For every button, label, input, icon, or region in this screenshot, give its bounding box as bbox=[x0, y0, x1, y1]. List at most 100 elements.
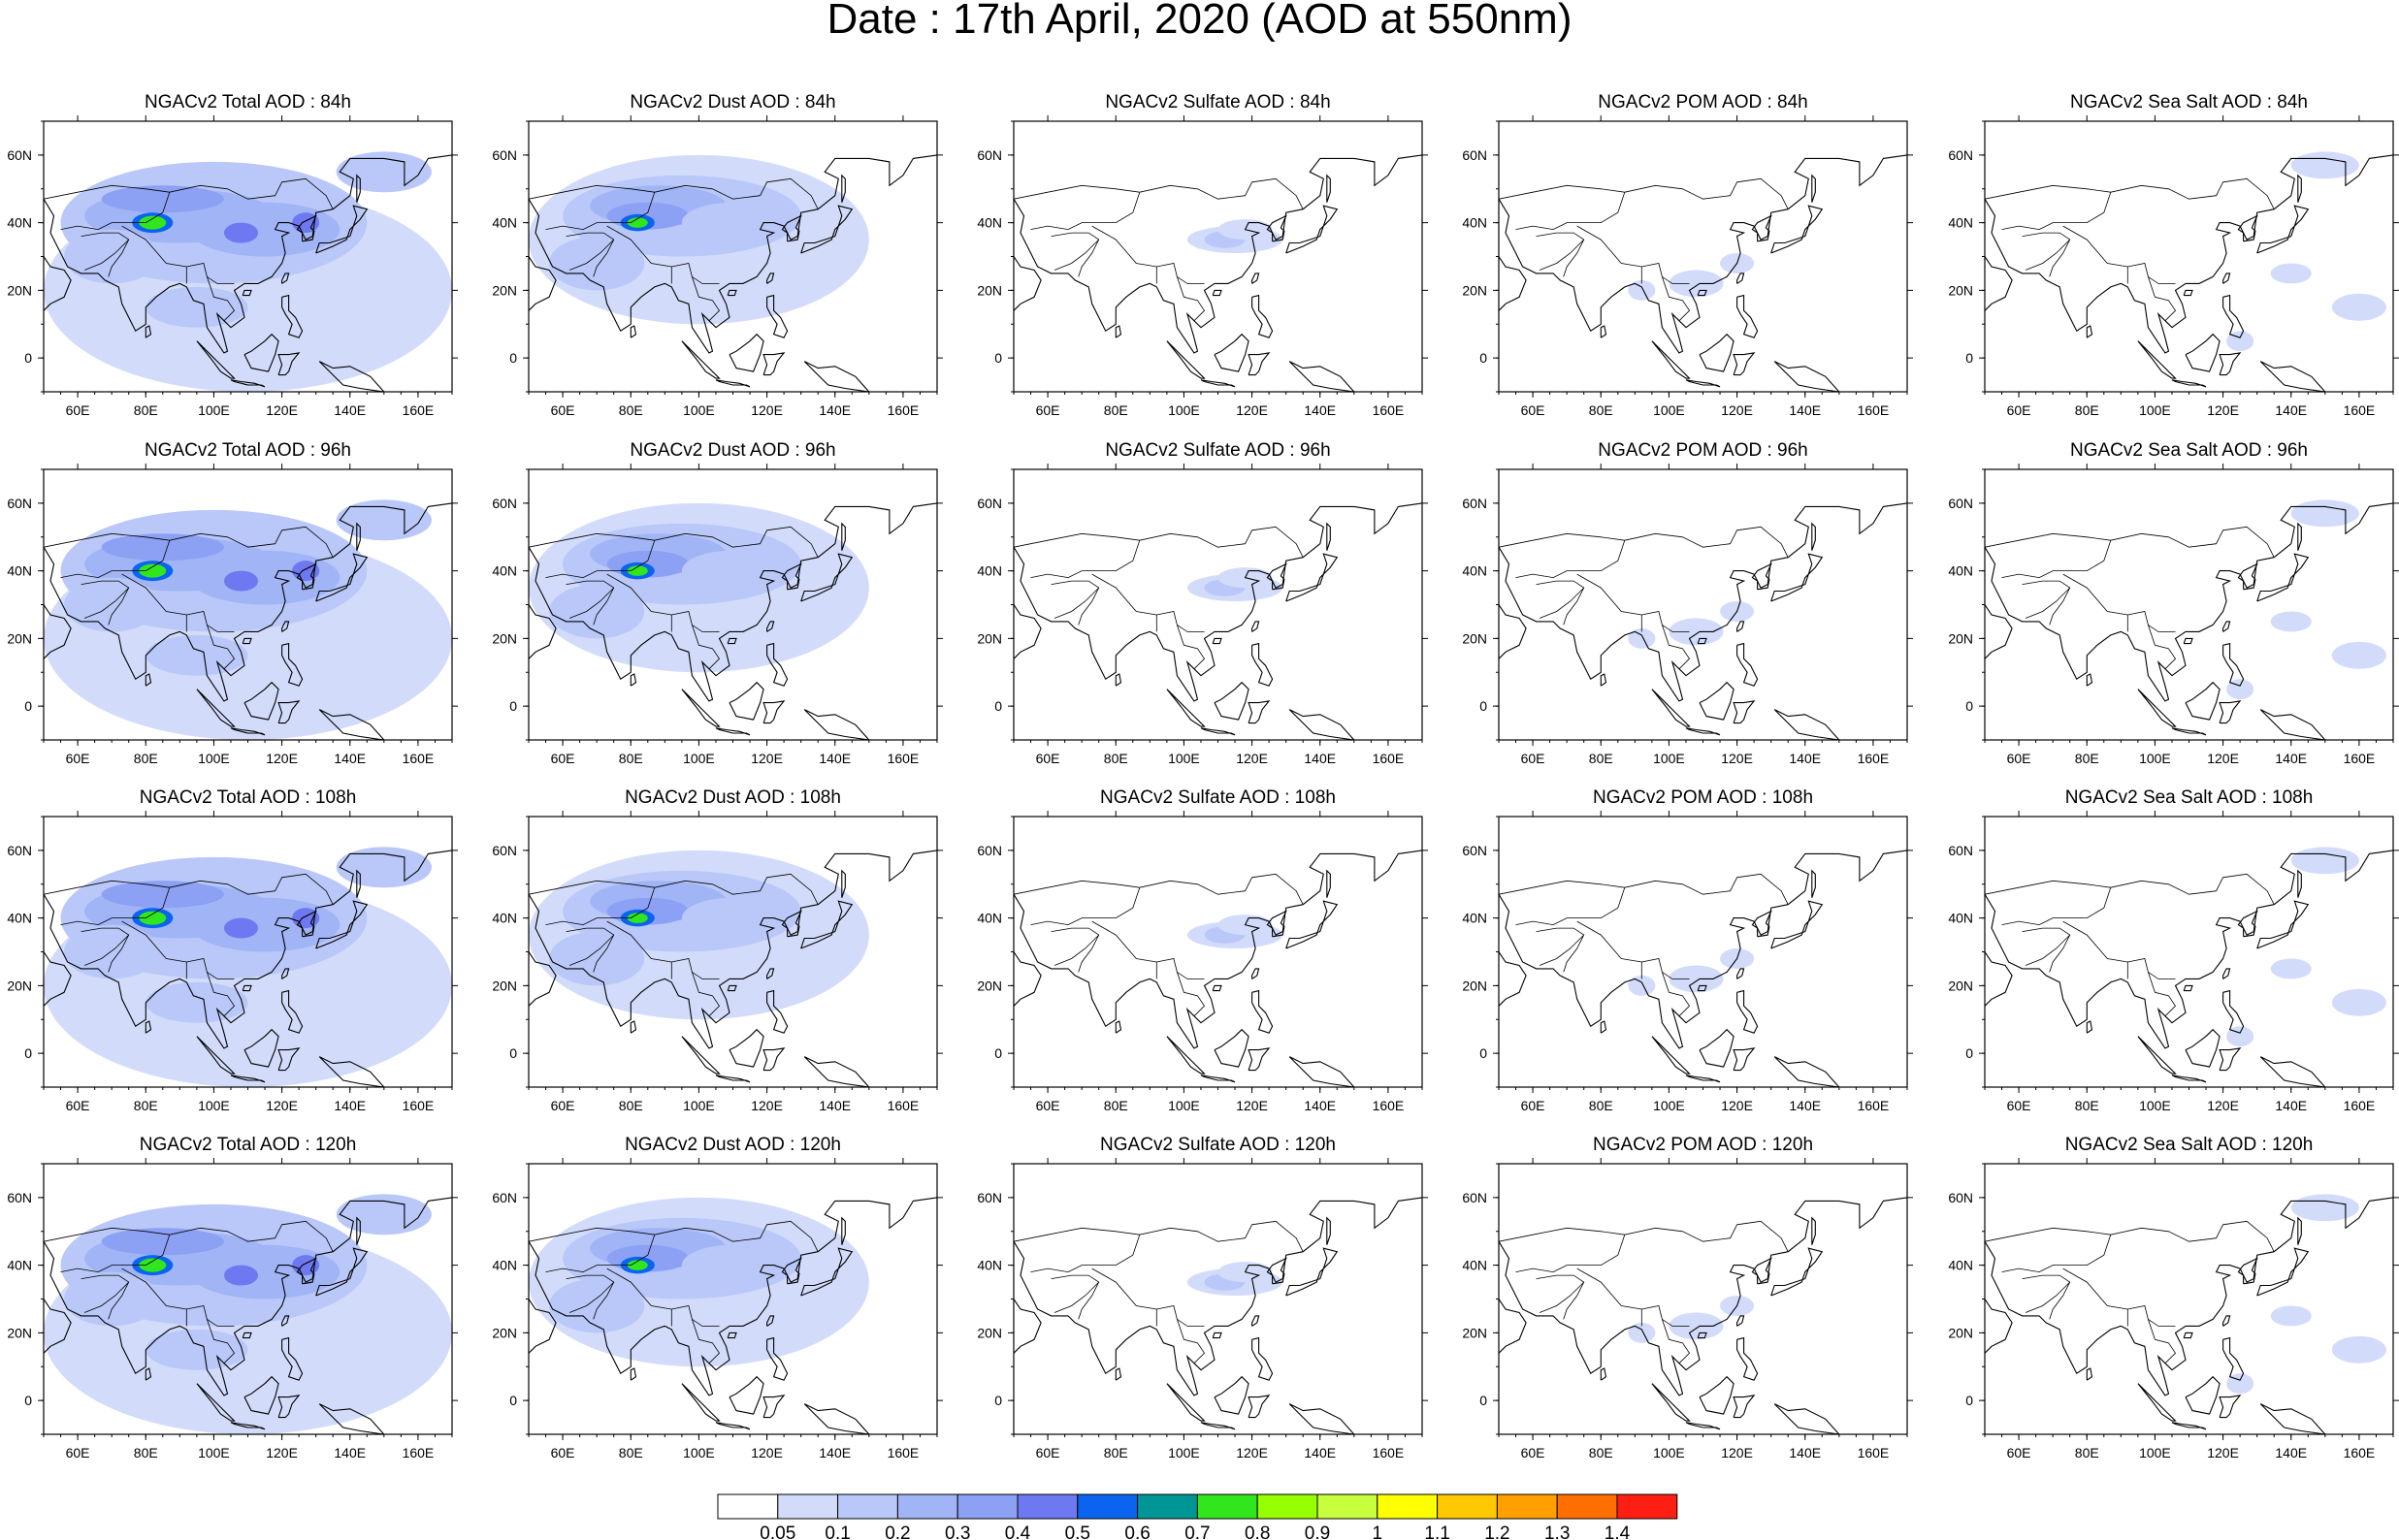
coastline bbox=[1751, 562, 1772, 591]
coastline bbox=[1733, 1047, 1756, 1072]
lon-tick-label: 60E bbox=[1036, 1445, 1060, 1460]
lon-tick-label: 100E bbox=[1168, 402, 1200, 418]
coastline bbox=[1166, 340, 1206, 379]
lat-tick-label: 0 bbox=[509, 1393, 517, 1408]
coastline bbox=[1200, 1075, 1236, 1083]
aod-field bbox=[139, 911, 167, 925]
panel-title: NGACv2 Dust AOD : 84h bbox=[630, 92, 836, 112]
colorbar-label: 1.2 bbox=[1484, 1524, 1509, 1540]
lon-tick-label: 160E bbox=[403, 751, 435, 766]
aod-field bbox=[1628, 279, 1656, 301]
coastline bbox=[529, 1197, 937, 1396]
colorbar-swatch bbox=[777, 1493, 839, 1520]
country-border bbox=[207, 276, 236, 322]
country-border bbox=[1563, 934, 1585, 973]
map-panel: NGACv2 Dust AOD : 108h 60N 40N 20N 0 60E 80E 10… bbox=[485, 784, 970, 1131]
lon-tick-label: 160E bbox=[1858, 751, 1890, 766]
lon-tick-label: 60E bbox=[66, 402, 90, 418]
coastline bbox=[2137, 340, 2177, 379]
lon-tick-label: 120E bbox=[751, 1445, 783, 1460]
lat-tick-label: 20N bbox=[977, 630, 1002, 646]
lat-tick-label: 40N bbox=[1948, 215, 1973, 231]
lat-tick-label: 20N bbox=[1948, 630, 1973, 646]
lon-tick-label: 120E bbox=[2207, 751, 2239, 766]
lon-tick-label: 120E bbox=[266, 1445, 298, 1460]
lon-tick-label: 100E bbox=[1168, 1098, 1200, 1113]
coastline bbox=[2183, 1331, 2193, 1339]
lat-tick-label: 40N bbox=[977, 1258, 1002, 1273]
coastline bbox=[1288, 1056, 1355, 1087]
lon-tick-label: 160E bbox=[1373, 751, 1405, 766]
coastline bbox=[727, 637, 737, 645]
lat-tick-label: 60N bbox=[1462, 843, 1487, 858]
country-border bbox=[1563, 1281, 1585, 1320]
coastline bbox=[1251, 1336, 1274, 1381]
coastline bbox=[145, 673, 152, 687]
aod-field bbox=[1669, 618, 1724, 646]
panel-title: NGACv2 Sulfate AOD : 96h bbox=[1105, 440, 1331, 461]
lon-tick-label: 80E bbox=[1104, 1445, 1128, 1460]
coastline bbox=[1251, 642, 1274, 687]
country-border bbox=[1515, 1235, 1626, 1273]
country-border bbox=[44, 526, 334, 558]
colorbar-swatch bbox=[896, 1493, 958, 1520]
aod-field bbox=[549, 931, 645, 986]
panel-title: NGACv2 Dust AOD : 96h bbox=[630, 440, 836, 461]
coastline bbox=[2219, 1047, 2242, 1072]
coastline bbox=[296, 214, 317, 242]
lon-tick-label: 60E bbox=[551, 1445, 575, 1460]
map-plot: 60N 40N 20N 0 60E 80E 100E 120E 140E 160E bbox=[1462, 464, 1913, 766]
panel-title: NGACv2 Dust AOD : 120h bbox=[625, 1135, 841, 1155]
coastline bbox=[1251, 1315, 1260, 1327]
lat-tick-label: 0 bbox=[1479, 698, 1487, 714]
lon-tick-label: 100E bbox=[683, 1445, 715, 1460]
lat-tick-label: 20N bbox=[1948, 282, 1973, 298]
coastline bbox=[681, 1383, 721, 1422]
lon-tick-label: 160E bbox=[1858, 402, 1890, 418]
coastline bbox=[2259, 1056, 2326, 1087]
lon-tick-label: 80E bbox=[619, 1098, 643, 1113]
coastline bbox=[1751, 214, 1772, 242]
coastline bbox=[1214, 1028, 1249, 1068]
coastline bbox=[1651, 340, 1691, 379]
lon-tick-label: 120E bbox=[2207, 1098, 2239, 1113]
coastline bbox=[44, 502, 452, 702]
coastline bbox=[1600, 1367, 1607, 1381]
map-plot: 60N 40N 20N 0 60E 80E 100E 120E 140E 160E bbox=[7, 811, 458, 1113]
coastline bbox=[318, 1056, 385, 1087]
aod-field bbox=[627, 1260, 648, 1270]
coastline bbox=[2137, 1036, 2177, 1075]
coastline bbox=[781, 910, 802, 938]
coastline bbox=[356, 174, 361, 203]
country-border bbox=[1662, 625, 1691, 670]
aod-field bbox=[146, 1329, 248, 1370]
coastline bbox=[196, 340, 236, 379]
coastline bbox=[2297, 1216, 2302, 1245]
lon-tick-label: 100E bbox=[198, 402, 230, 418]
aod-field bbox=[549, 584, 645, 639]
lat-tick-label: 60N bbox=[492, 147, 517, 163]
colorbar-label: 0.4 bbox=[1005, 1524, 1031, 1540]
country-border bbox=[1515, 192, 1626, 231]
lat-tick-label: 20N bbox=[492, 978, 517, 993]
country-border bbox=[2148, 972, 2177, 1017]
coastline bbox=[1985, 850, 2393, 1049]
lon-tick-label: 120E bbox=[2207, 402, 2239, 418]
country-border bbox=[2148, 625, 2177, 670]
aod-field bbox=[101, 881, 224, 909]
panel-title: NGACv2 Total AOD : 84h bbox=[145, 92, 351, 112]
coastline bbox=[2171, 727, 2207, 736]
lat-tick-label: 40N bbox=[1462, 215, 1487, 231]
lon-tick-label: 140E bbox=[819, 751, 851, 766]
coastline bbox=[1685, 379, 1721, 388]
lat-tick-label: 40N bbox=[1462, 911, 1487, 926]
lon-tick-label: 80E bbox=[2075, 402, 2099, 418]
lat-tick-label: 0 bbox=[509, 1045, 517, 1061]
coastline bbox=[529, 850, 937, 1049]
aod-field bbox=[146, 286, 248, 328]
map-plot: 60N 40N 20N 0 60E 80E 100E 120E 140E 160E bbox=[1948, 115, 2399, 418]
coastline bbox=[841, 522, 846, 551]
coastline bbox=[2222, 968, 2231, 979]
lon-tick-label: 120E bbox=[1721, 1445, 1753, 1460]
country-border bbox=[1030, 1235, 1141, 1273]
